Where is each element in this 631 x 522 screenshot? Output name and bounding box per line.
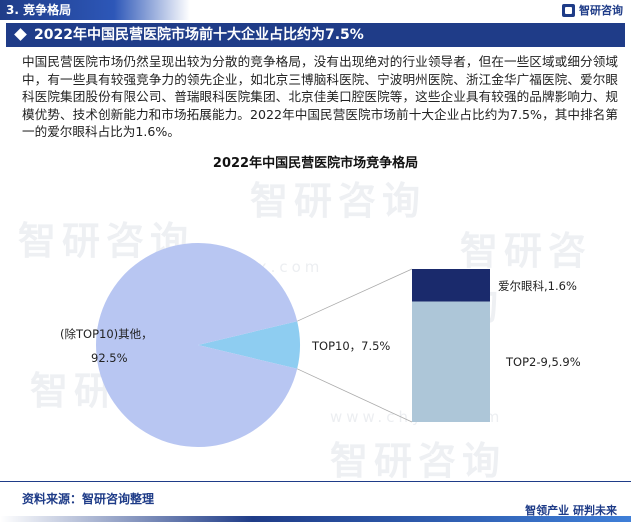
slice-label-other: (除TOP10)其他， (60, 327, 153, 341)
footer-divider (0, 481, 631, 482)
connector-line-bottom (297, 368, 413, 423)
bar-label-top2-9: TOP2-9,5.9% (505, 355, 581, 369)
chart-title: 2022年中国民营医院市场竞争格局 (212, 156, 419, 171)
source-note: 资料来源：智研咨询整理 (22, 492, 155, 506)
watermark: 智研咨询 (330, 439, 507, 483)
pie-slice-other (96, 243, 298, 448)
logo-text: 智研咨询 (579, 4, 623, 17)
page-title: 2022年中国民营医院市场前十大企业占比约为7.5% (34, 27, 364, 43)
logo-icon (562, 3, 575, 17)
footer-accent-bar (0, 516, 631, 522)
footer-slogan: 智领产业 研判未来 (525, 504, 617, 517)
slice-value-other: 92.5% (91, 351, 128, 365)
breakdown-bar (412, 269, 490, 422)
bar-label-aier: 爱尔眼科,1.6% (498, 279, 577, 293)
pie-chart (96, 243, 300, 448)
connector-line-top (297, 268, 413, 322)
watermark: 智研咨询 (250, 179, 427, 223)
bar-segment-aier (412, 269, 490, 302)
page-title-bar: 2022年中国民营医院市场前十大企业占比约为7.5% (6, 23, 625, 47)
slice-label-top10: TOP10，7.5% (311, 339, 390, 353)
top-bar: 3. 竞争格局 智研咨询 (0, 0, 631, 20)
bar-segment-top2-9 (412, 301, 490, 422)
brand-logo: 智研咨询 (562, 2, 623, 18)
intro-paragraph: 中国民营医院市场仍然呈现出较为分散的竞争格局，没有出现绝对的行业领导者，但在一些… (22, 54, 618, 140)
pie-slice-top10 (198, 321, 300, 369)
section-label: 3. 竞争格局 (0, 0, 190, 20)
